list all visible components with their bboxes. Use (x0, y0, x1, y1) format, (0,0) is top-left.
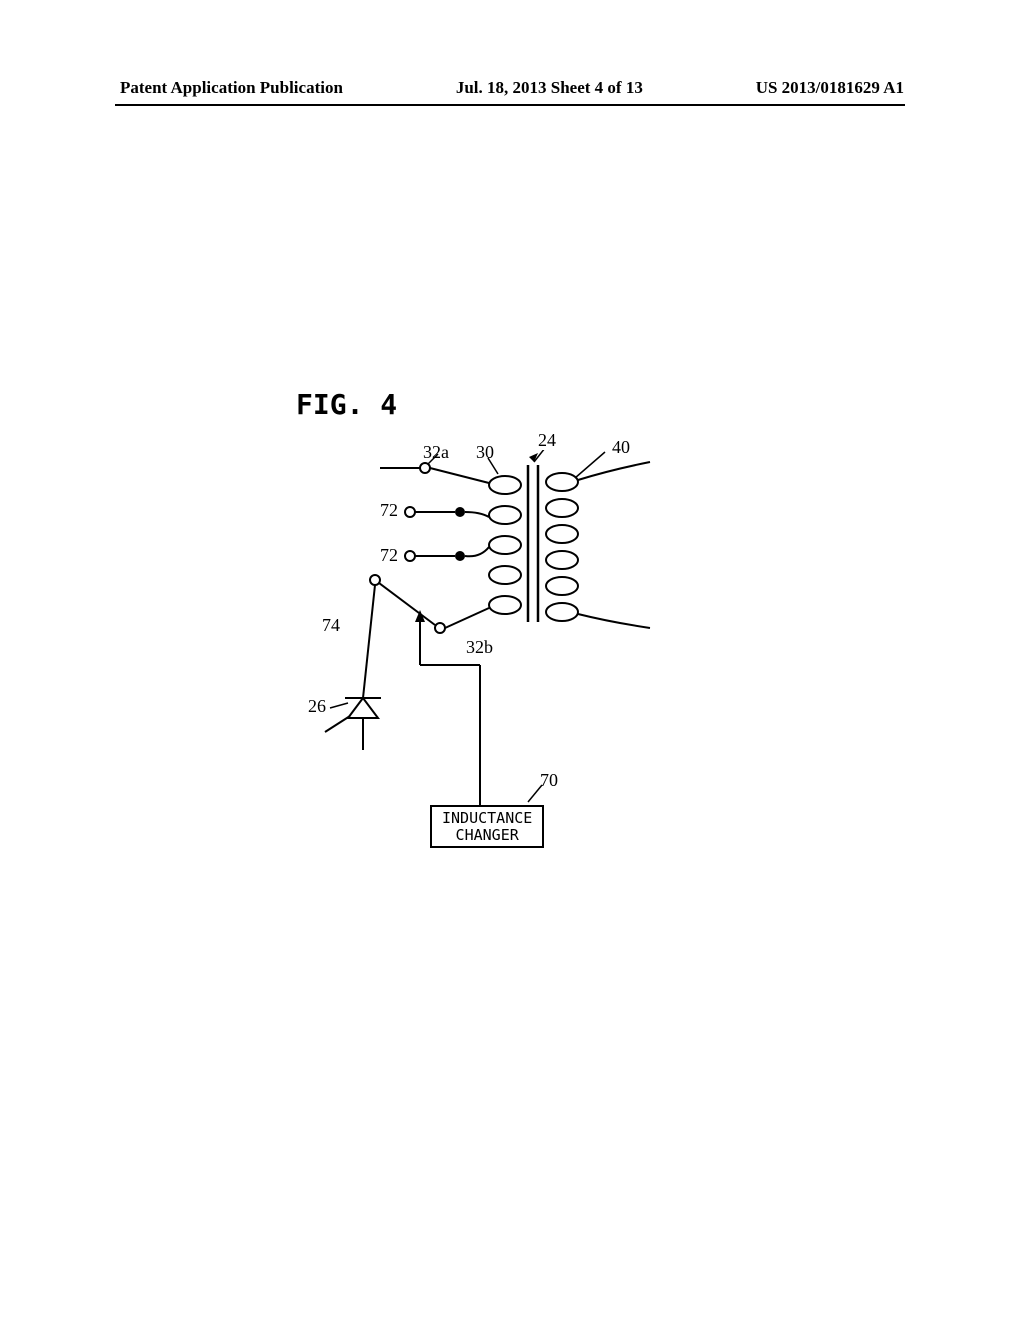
inductance-changer-box: INDUCTANCE CHANGER (430, 805, 544, 848)
ref-32b: 32b (466, 637, 493, 658)
header-right: US 2013/0181629 A1 (756, 78, 904, 98)
header-center: Jul. 18, 2013 Sheet 4 of 13 (456, 78, 643, 98)
circuit-diagram: 32a 30 24 40 72 72 74 32b 26 70 INDUCTAN… (280, 450, 780, 900)
ref-70: 70 (540, 770, 558, 791)
header-left: Patent Application Publication (120, 78, 343, 98)
figure-label: FIG. 4 (296, 388, 397, 421)
ref-26: 26 (308, 696, 326, 717)
box-line-1: INDUCTANCE (442, 810, 532, 827)
ref-24: 24 (538, 430, 556, 451)
ref-74: 74 (322, 615, 340, 636)
ref-72-2: 72 (380, 545, 398, 566)
header-divider (115, 104, 905, 106)
box-line-2: CHANGER (442, 827, 532, 844)
ref-30: 30 (476, 442, 494, 463)
ref-40: 40 (612, 437, 630, 458)
page-header: Patent Application Publication Jul. 18, … (0, 78, 1024, 98)
ref-32a: 32a (423, 442, 449, 463)
ref-72-1: 72 (380, 500, 398, 521)
